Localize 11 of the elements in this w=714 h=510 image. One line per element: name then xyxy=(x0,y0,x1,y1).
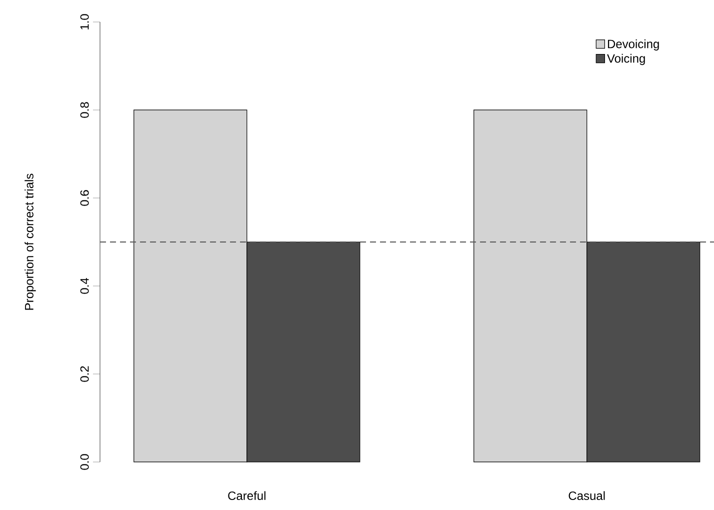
y-tick-label: 0.0 xyxy=(80,454,89,470)
y-tick-label: 0.8 xyxy=(80,102,89,118)
y-tick-label: 0.2 xyxy=(80,366,89,382)
y-axis-title: Proportion of correct trials xyxy=(24,174,36,310)
x-tick-label: Careful xyxy=(228,491,266,500)
y-tick-label: 1.0 xyxy=(80,14,89,30)
y-tick-label: 0.4 xyxy=(80,278,89,294)
y-tick-label: 0.6 xyxy=(80,190,89,206)
legend-label: Devoicing xyxy=(608,39,659,51)
legend-label: Voicing xyxy=(607,54,645,66)
x-tick-label: Casual xyxy=(568,491,605,500)
